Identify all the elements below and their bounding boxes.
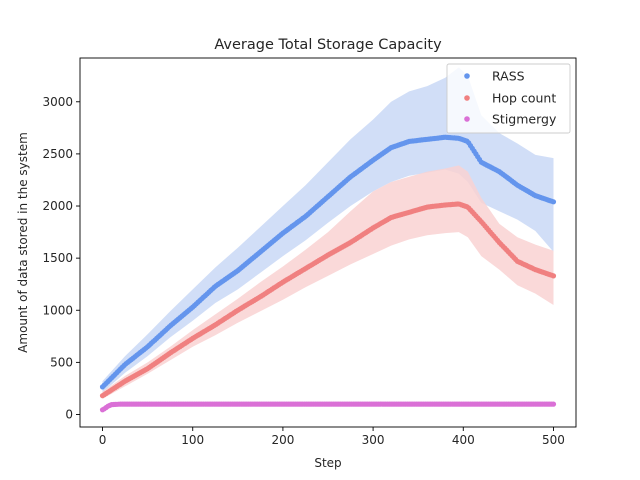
y-axis-label: Amount of data stored in the system — [16, 132, 30, 353]
x-tick-label: 500 — [542, 433, 565, 447]
y-axis: 0 500 1000 1500 2000 2500 3000 — [42, 95, 80, 421]
chart-title: Average Total Storage Capacity — [214, 37, 442, 53]
x-tick-label: 400 — [452, 433, 475, 447]
legend-label-rass: RASS — [492, 69, 525, 84]
series-rass — [99, 134, 557, 390]
legend-marker-stigmergy — [464, 116, 470, 122]
series-hop-count — [99, 201, 557, 399]
legend: RASS Hop count Stigmergy — [446, 63, 571, 134]
y-tick-label: 2000 — [42, 199, 73, 213]
legend-label-hop-count: Hop count — [492, 91, 556, 106]
data-points — [99, 134, 557, 413]
legend-box — [446, 63, 571, 134]
y-tick-label: 500 — [50, 355, 73, 369]
plot-frame — [79, 57, 577, 428]
legend-marker-rass — [464, 73, 470, 79]
x-tick-label: 100 — [181, 433, 204, 447]
band-rass — [102, 67, 554, 393]
y-tick-label: 0 — [65, 407, 73, 421]
point-stigmergy — [550, 401, 557, 407]
series-stigmergy — [99, 401, 557, 413]
legend-label-stigmergy: Stigmergy — [492, 112, 557, 127]
y-tick-label: 3000 — [42, 95, 73, 109]
point-hop-count — [550, 273, 557, 279]
y-tick-label: 1500 — [42, 251, 73, 265]
y-tick-label: 1000 — [42, 303, 73, 317]
x-tick-label: 0 — [99, 433, 107, 447]
x-axis-label: Step — [314, 456, 341, 470]
y-tick-label: 2500 — [42, 147, 73, 161]
x-axis: 0 100 200 300 400 500 — [99, 427, 565, 447]
x-tick-label: 200 — [271, 433, 294, 447]
x-tick-label: 300 — [362, 433, 385, 447]
band-hop-count — [102, 165, 554, 399]
point-rass — [550, 199, 557, 205]
legend-marker-hop-count — [464, 95, 470, 101]
